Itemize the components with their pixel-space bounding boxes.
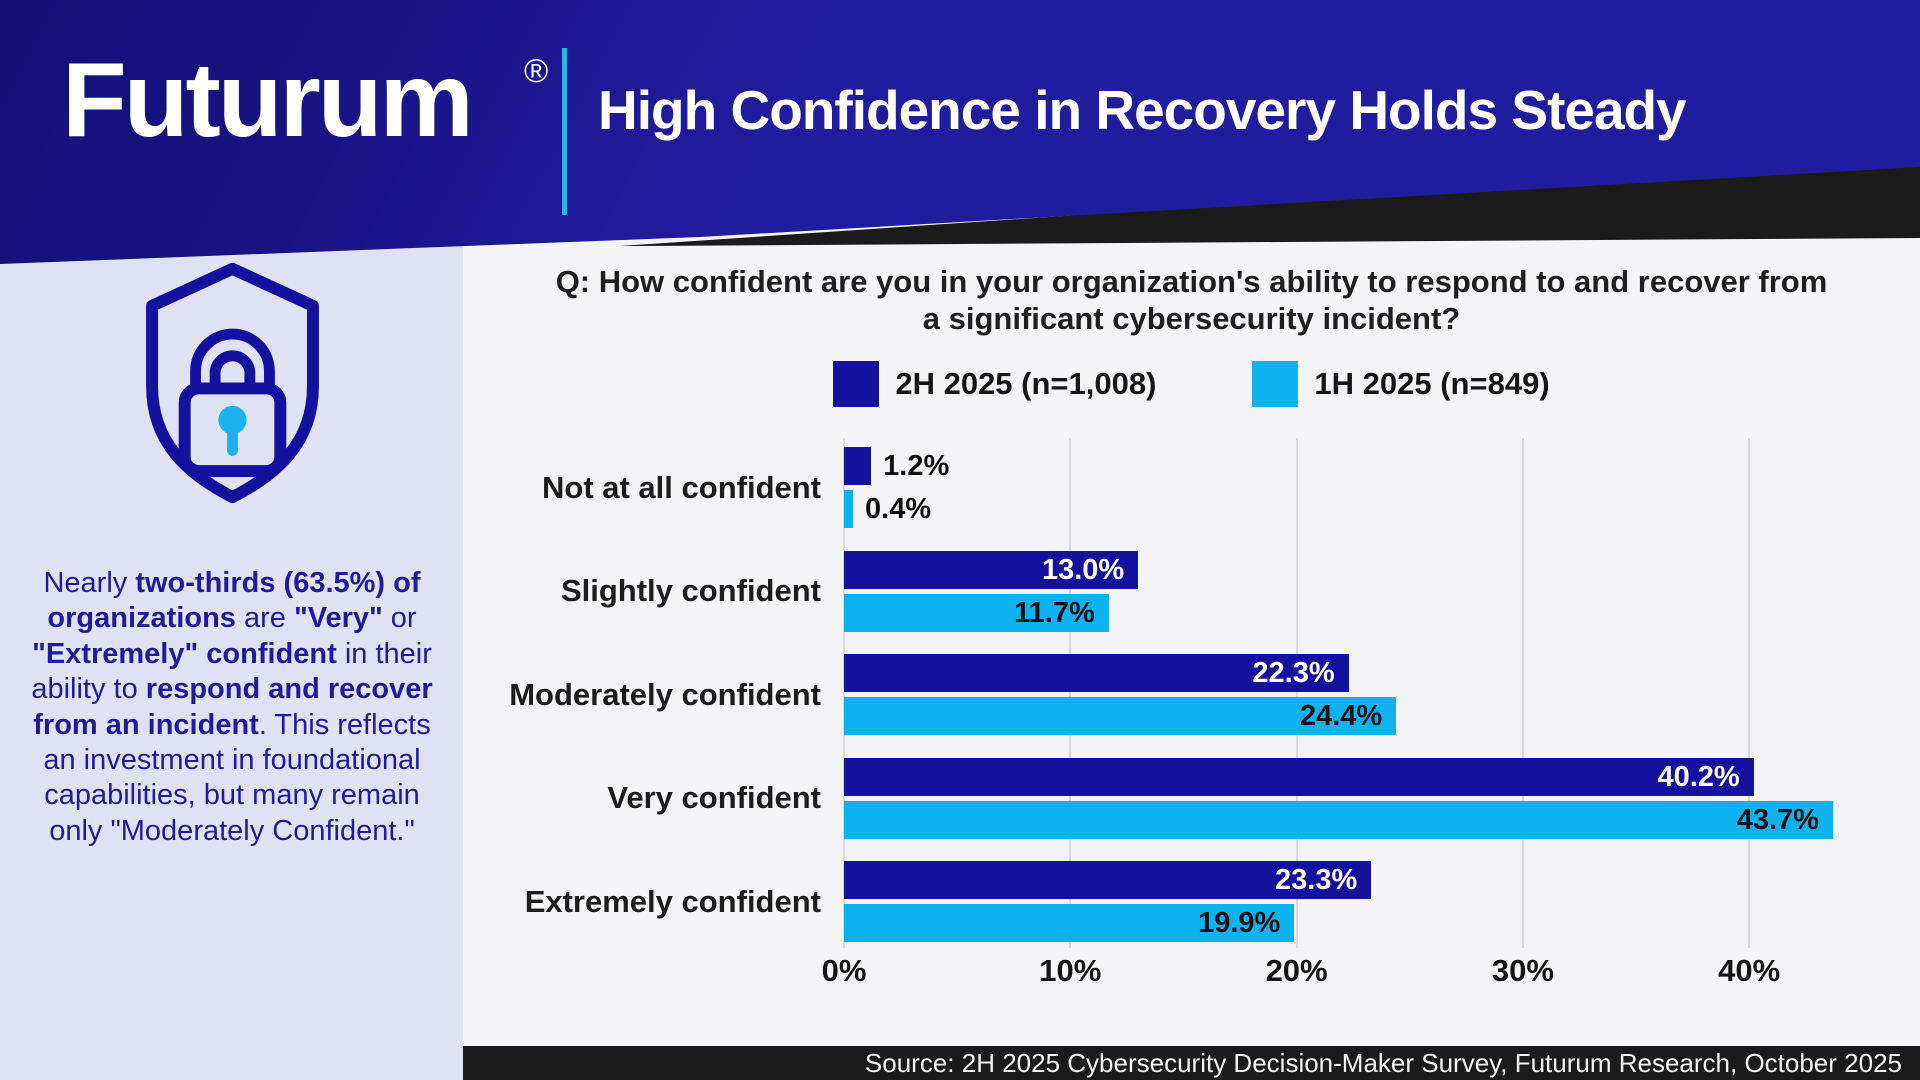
legend-label-1h-2025: 1H 2025 (n=849)	[1314, 366, 1550, 401]
gridline	[1748, 438, 1751, 948]
value-label: 0.4%	[865, 493, 932, 525]
value-label: 24.4%	[1299, 700, 1383, 732]
question-line-1: Q: How confident are you in your organiz…	[555, 264, 1828, 299]
bar-1h-2025	[844, 904, 1295, 942]
page-title: High Confidence in Recovery Holds Steady	[598, 79, 1687, 141]
value-label: 22.3%	[1252, 657, 1335, 689]
x-axis-tick-label: 40%	[1718, 953, 1781, 988]
category-label: Moderately confident	[509, 676, 821, 712]
value-label: 19.9%	[1198, 907, 1281, 939]
note-segment: Nearly	[43, 567, 136, 599]
note-segment: are	[235, 602, 294, 635]
value-label: 43.7%	[1736, 803, 1819, 836]
bar-1h-2025	[844, 593, 1109, 632]
category-label: Extremely confident	[524, 883, 821, 919]
value-label: 13.0%	[1041, 553, 1125, 586]
note-segment: respond and recover from an incident	[33, 673, 433, 741]
legend-label-2h-2025: 2H 2025 (n=1,008)	[895, 366, 1157, 401]
bar-2h-2025	[844, 550, 1139, 589]
value-label: 23.3%	[1275, 864, 1358, 896]
legend-swatch-1h-2025	[1252, 361, 1299, 407]
category-label: Not at all confident	[542, 469, 821, 505]
value-label: 11.7%	[1014, 596, 1095, 629]
gridline	[1521, 438, 1524, 948]
sidebar: Nearly two-thirds (63.5%) of organizatio…	[0, 0, 463, 1080]
legend-item-2h-2025: 2H 2025 (n=1,008)	[833, 361, 1156, 407]
note-segment: "Very"	[293, 602, 383, 635]
bar-2h-2025	[844, 757, 1754, 796]
value-label: 1.2%	[883, 450, 950, 482]
value-label: 40.2%	[1657, 760, 1740, 793]
bar-2h-2025	[844, 861, 1372, 899]
x-axis-tick-label: 0%	[821, 953, 867, 988]
bar-1h-2025	[844, 800, 1833, 839]
gridline	[1295, 438, 1298, 948]
registered-trademark-icon: ®	[524, 52, 549, 89]
category-label: Slightly confident	[560, 573, 821, 608]
x-axis-tick-label: 20%	[1265, 953, 1328, 988]
x-axis-tick-label: 10%	[1039, 953, 1102, 988]
shield-lock-icon	[120, 258, 345, 513]
futurum-logo: Futurum	[62, 41, 474, 159]
category-label: Very confident	[607, 780, 821, 815]
sidebar-note: Nearly two-thirds (63.5%) of organizatio…	[18, 566, 446, 849]
note-segment: . This reflects an investment in foundat…	[43, 708, 431, 847]
legend-swatch-2h-2025	[833, 361, 880, 407]
legend-item-1h-2025: 1H 2025 (n=849)	[1252, 361, 1550, 407]
chart-legend: 2H 2025 (n=1,008) 1H 2025 (n=849)	[463, 360, 1920, 408]
note-segment: or	[382, 602, 417, 635]
source-bar: Source: 2H 2025 Cybersecurity Decision-M…	[463, 1046, 1920, 1080]
bar-2h-2025	[844, 654, 1349, 692]
gridline	[843, 438, 845, 948]
bar-2h-2025	[844, 447, 872, 485]
note-segment: two-thirds (63.5%) of organizations	[47, 567, 421, 635]
gridline	[1069, 438, 1072, 948]
note-segment: in their ability to	[31, 637, 432, 706]
question-line-2: a significant cybersecurity incident?	[922, 301, 1461, 336]
header-divider	[562, 48, 567, 215]
x-axis-tick-label: 30%	[1491, 953, 1554, 988]
bar-1h-2025	[844, 490, 854, 528]
note-segment: "Extremely" confident	[32, 637, 337, 670]
bar-1h-2025	[844, 697, 1397, 735]
